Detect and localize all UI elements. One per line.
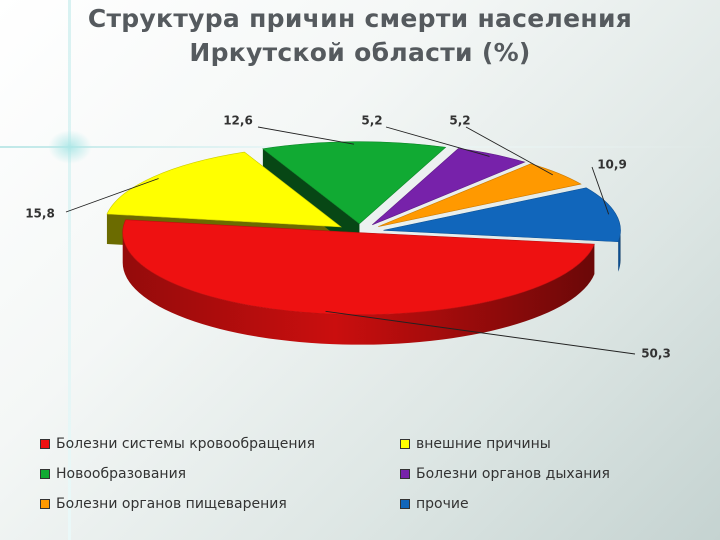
slice-external-causes <box>106 151 342 228</box>
legend-label: Болезни системы кровообращения <box>56 435 316 452</box>
legend-swatch <box>40 498 50 509</box>
legend-label: внешние причины <box>416 435 551 452</box>
legend-swatch <box>40 438 50 449</box>
leader-line <box>385 126 490 157</box>
leader-line <box>325 310 636 355</box>
legend-item: внешние причины <box>400 432 660 455</box>
slice-circulatory <box>122 219 595 315</box>
legend-swatch <box>400 498 410 509</box>
legend-label: Новообразования <box>56 465 187 482</box>
leader-line <box>465 126 553 176</box>
legend-item: Новообразования <box>40 462 400 485</box>
data-label: 10,9 <box>597 158 627 172</box>
data-label: 5,2 <box>449 114 470 128</box>
chart-title: Структура причин смерти населения Иркутс… <box>0 2 720 70</box>
slice-digestive <box>378 163 582 227</box>
legend-item: Болезни системы кровообращения <box>40 432 400 455</box>
legend-item: Болезни органов дыхания <box>400 462 660 485</box>
slice-neoplasms-radial-wall <box>262 148 360 254</box>
slice-circulatory-wall <box>122 232 595 345</box>
slice-neoplasms <box>262 141 447 225</box>
legend-swatch <box>40 468 50 479</box>
data-label: 12,6 <box>223 114 253 128</box>
chart-title-line-2: Иркутской области (%) <box>189 38 531 67</box>
legend-swatch <box>400 468 410 479</box>
slide-accent-vertical <box>68 0 71 540</box>
legend-label: прочие <box>416 495 469 512</box>
chart-legend: Болезни системы кровообращения внешние п… <box>40 432 660 515</box>
legend-label: Болезни органов пищеварения <box>56 495 287 512</box>
data-label: 5,2 <box>361 114 382 128</box>
leader-line <box>257 126 355 145</box>
leader-line <box>591 166 610 215</box>
leader-line <box>65 178 159 213</box>
legend-item: Болезни органов пищеварения <box>40 492 400 515</box>
slice-respiratory <box>372 148 526 226</box>
legend-label: Болезни органов дыхания <box>416 465 610 482</box>
legend-item: прочие <box>400 492 660 515</box>
slide-accent-glow <box>48 130 92 164</box>
slice-other <box>383 187 621 243</box>
legend-swatch <box>400 438 410 449</box>
chart-title-line-1: Структура причин смерти населения <box>87 4 633 33</box>
data-label: 50,3 <box>641 347 671 361</box>
data-label: 15,8 <box>25 207 55 221</box>
